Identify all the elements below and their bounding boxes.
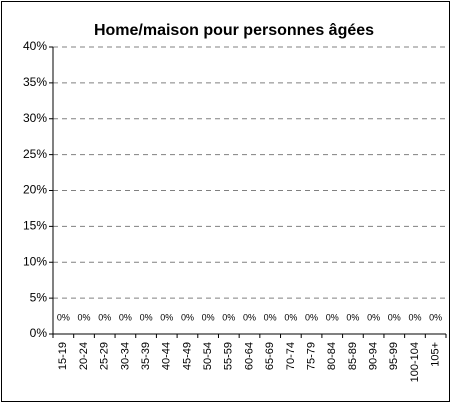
- x-tick-label: 100-104: [409, 342, 421, 382]
- x-tick-label: 40-44: [161, 342, 173, 370]
- x-tick-label: 70-74: [285, 342, 297, 370]
- data-label: 0%: [78, 312, 91, 322]
- data-label: 0%: [388, 312, 401, 322]
- y-tick-label: 40%: [23, 39, 47, 53]
- x-tick-label: 105+: [430, 342, 442, 367]
- y-tick-label: 0%: [30, 326, 48, 340]
- x-tick-label: 55-59: [223, 342, 235, 370]
- data-label: 0%: [222, 312, 235, 322]
- x-tick-label: 85-89: [347, 342, 359, 370]
- data-label: 0%: [181, 312, 194, 322]
- data-label: 0%: [98, 312, 111, 322]
- x-tick-label: 75-79: [305, 342, 317, 370]
- y-tick-label: 20%: [23, 183, 47, 197]
- y-tick-label: 30%: [23, 111, 47, 125]
- x-tick-label: 20-24: [78, 342, 90, 370]
- y-tick-label: 15%: [23, 219, 47, 233]
- data-label: 0%: [140, 312, 153, 322]
- x-tick-label: 30-34: [119, 342, 131, 370]
- data-label: 0%: [119, 312, 132, 322]
- data-label: 0%: [367, 312, 380, 322]
- x-tick-label: 45-49: [181, 342, 193, 370]
- x-tick-label: 50-54: [202, 342, 214, 370]
- y-tick-label: 10%: [23, 254, 47, 268]
- x-tick-label: 80-84: [326, 342, 338, 370]
- data-label: 0%: [284, 312, 297, 322]
- data-label: 0%: [243, 312, 256, 322]
- x-tick-label: 15-19: [57, 342, 69, 370]
- data-label: 0%: [346, 312, 359, 322]
- y-tick-label: 35%: [23, 75, 47, 89]
- data-label: 0%: [264, 312, 277, 322]
- x-tick-label: 90-94: [368, 342, 380, 370]
- y-tick-label: 5%: [30, 290, 48, 304]
- x-tick-label: 60-64: [243, 342, 255, 370]
- chart-title: Home/maison pour personnes âgées: [94, 22, 374, 39]
- data-label: 0%: [326, 312, 339, 322]
- data-label: 0%: [429, 312, 442, 322]
- data-label: 0%: [57, 312, 70, 322]
- data-label: 0%: [305, 312, 318, 322]
- data-label: 0%: [408, 312, 421, 322]
- data-label: 0%: [160, 312, 173, 322]
- x-tick-label: 95-99: [388, 342, 400, 370]
- x-tick-label: 35-39: [140, 342, 152, 370]
- x-tick-label: 25-29: [99, 342, 111, 370]
- y-tick-label: 25%: [23, 147, 47, 161]
- x-tick-label: 65-69: [264, 342, 276, 370]
- data-label: 0%: [202, 312, 215, 322]
